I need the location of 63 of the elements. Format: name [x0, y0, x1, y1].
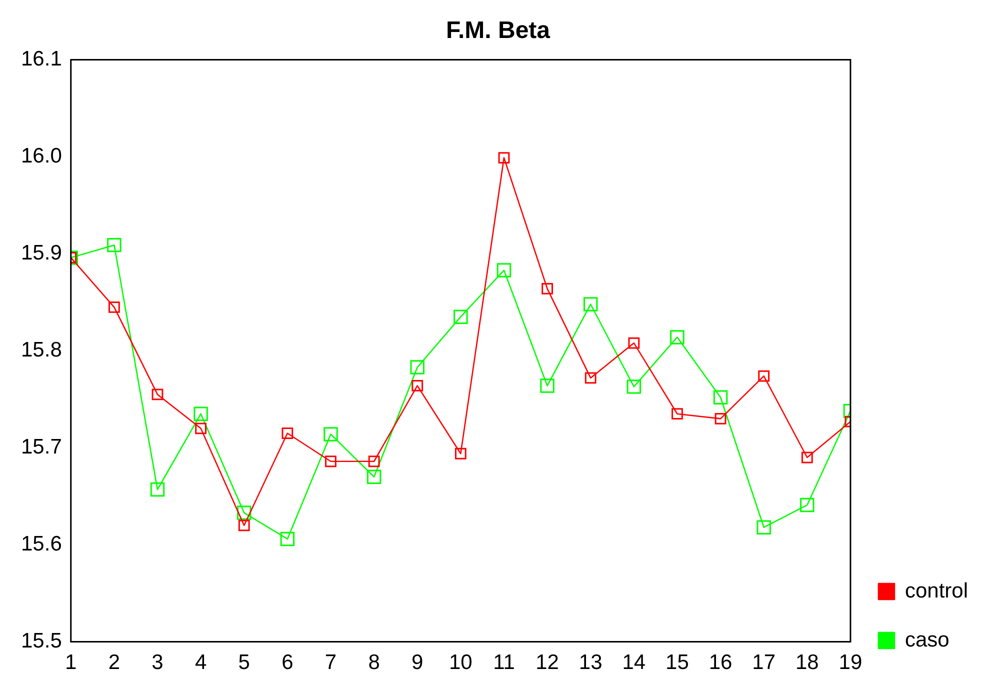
x-tick-label: 18 — [795, 651, 819, 674]
point — [756, 520, 771, 534]
point — [672, 408, 683, 420]
y-tick-label: 15.7 — [20, 436, 62, 459]
point — [670, 330, 684, 344]
x-tick-label: 2 — [108, 651, 120, 674]
x-tick-label: 9 — [412, 651, 424, 674]
point — [237, 506, 252, 520]
point — [583, 297, 598, 312]
x-tick-label: 5 — [238, 651, 250, 674]
point — [282, 428, 294, 439]
point — [758, 370, 770, 382]
y-tick-label: 16.1 — [20, 48, 62, 71]
point — [412, 380, 424, 392]
chart-title: F.M. Beta — [446, 17, 551, 44]
point — [496, 263, 512, 278]
point — [542, 283, 553, 294]
point — [714, 413, 726, 424]
x-tick-label: 4 — [194, 651, 207, 674]
y-tick-label: 15.9 — [20, 242, 62, 265]
y-tick-label: 15.6 — [20, 532, 62, 556]
x-tick-label: 17 — [752, 651, 776, 674]
y-tick-label: 15.5 — [20, 630, 62, 653]
point — [108, 301, 120, 313]
point — [195, 422, 207, 434]
y-tick-label: 16.0 — [20, 144, 62, 168]
x-tick-label: 14 — [622, 651, 646, 674]
point — [628, 337, 640, 349]
y-tick-label: 15.8 — [20, 338, 62, 362]
point — [410, 360, 424, 374]
point — [713, 390, 728, 404]
x-tick-label: 16 — [708, 651, 732, 674]
point — [800, 498, 814, 512]
legend-label: caso — [904, 628, 950, 652]
point — [801, 452, 813, 464]
point — [454, 448, 466, 460]
x-tick-label: 8 — [368, 651, 380, 674]
point — [325, 456, 336, 468]
point — [324, 427, 338, 442]
point — [280, 532, 295, 546]
x-tick-label: 15 — [666, 651, 689, 674]
point — [454, 310, 468, 324]
point — [238, 520, 250, 532]
x-tick-label: 10 — [448, 651, 472, 674]
point — [150, 482, 165, 497]
x-tick-label: 7 — [324, 651, 337, 674]
point — [584, 372, 596, 384]
x-tick-label: 13 — [578, 651, 602, 674]
point — [498, 152, 510, 164]
x-tick-label: 19 — [838, 651, 862, 674]
x-tick-label: 12 — [536, 651, 559, 674]
point — [194, 406, 208, 421]
point — [540, 378, 554, 393]
point — [368, 456, 380, 468]
point — [366, 470, 382, 484]
x-tick-label: 11 — [493, 651, 515, 674]
x-tick-label: 6 — [282, 651, 294, 674]
point — [626, 380, 642, 394]
x-tick-label: 3 — [152, 651, 164, 674]
point — [107, 238, 122, 252]
legend-label: control — [904, 579, 968, 602]
x-tick-label: 1 — [65, 651, 77, 674]
point — [152, 388, 164, 400]
